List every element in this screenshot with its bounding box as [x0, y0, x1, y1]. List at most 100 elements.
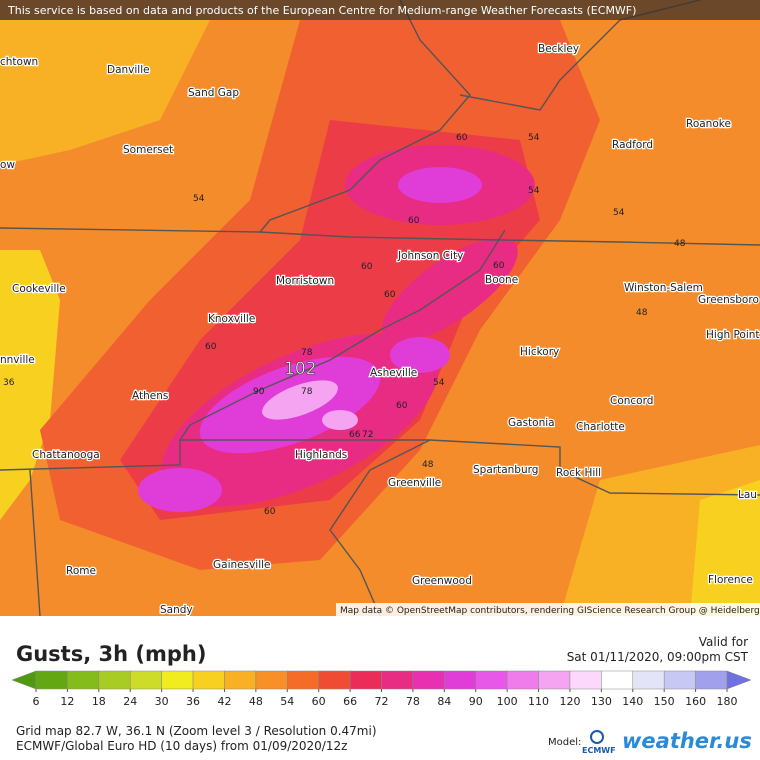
colorbar-segment	[129, 670, 162, 690]
contour-label: 90	[253, 387, 265, 397]
colorbar-tick-label: 30	[155, 695, 169, 708]
city-label: Spartanburg	[473, 464, 538, 476]
footer-line: Grid map 82.7 W, 36.1 N (Zoom level 3 / …	[16, 724, 377, 738]
colorbar-segment	[98, 670, 131, 690]
colorbar-tick-label: 24	[123, 695, 137, 708]
contour-label: 54	[528, 133, 540, 143]
city-label: ow	[0, 159, 15, 171]
contour-label: 54	[193, 194, 205, 204]
city-label: nnville	[0, 354, 35, 366]
colorbar-segment	[161, 670, 194, 690]
contour-label: 48	[636, 308, 648, 318]
valid-time: Sat 01/11/2020, 09:00pm CST	[567, 650, 749, 664]
colorbar-tick-label: 130	[591, 695, 612, 708]
city-label: Charlotte	[576, 421, 625, 433]
city-label: Boone	[485, 274, 518, 286]
contour-label: 48	[422, 460, 434, 470]
city-label: Beckley	[538, 43, 579, 55]
contour-label: 60	[264, 507, 276, 517]
city-label: Radford	[612, 139, 653, 151]
colorbar-tick-label: 78	[406, 695, 420, 708]
city-label: Gainesville	[213, 559, 271, 571]
colorbar-segment	[412, 670, 445, 690]
city-label: Asheville	[370, 367, 417, 379]
city-label: Athens	[132, 390, 168, 402]
city-label: High Point	[706, 329, 760, 341]
city-label: Concord	[610, 395, 653, 407]
colorbar-tick-label: 150	[654, 695, 675, 708]
model-label: Model:	[548, 737, 581, 748]
colorbar-tick-label: 100	[497, 695, 518, 708]
city-label: Morristown	[276, 275, 334, 287]
city-labels: chtown Danville Sand Gap Beckley Roanoke Radf…	[0, 42, 760, 618]
city-label: Rock Hill	[556, 467, 601, 479]
city-label: Winston-Salem	[624, 282, 703, 294]
contour-label: 54	[528, 186, 540, 196]
colorbar-tick-label: 160	[685, 695, 706, 708]
city-label: Greenville	[388, 477, 441, 489]
contour-label: 36	[3, 378, 15, 388]
contour-label: 60	[493, 261, 505, 271]
city-label: Greenwood	[412, 575, 472, 587]
colorbar-segment	[632, 670, 665, 690]
max-label: 102	[284, 359, 316, 379]
colorbar-segment	[663, 670, 696, 690]
colorbar-tick-label: 60	[312, 695, 326, 708]
colorbar-segment	[601, 670, 634, 690]
colorbar-segment	[538, 670, 571, 690]
colorbar-tick-label: 54	[280, 695, 294, 708]
colorbar-high	[726, 670, 752, 690]
colorbar-segment	[569, 670, 602, 690]
colorbar-segment	[695, 670, 728, 690]
colorbar-segment	[318, 670, 351, 690]
colorbar-segment	[35, 670, 68, 690]
contour-label: 60	[396, 401, 408, 411]
city-label: Hickory	[520, 346, 559, 358]
contour-labels: 60 54 54 54 54 60 48 60 60 60 48 60 78 36 90 78 54 60 66 72…	[3, 133, 686, 517]
city-label: Knoxville	[208, 313, 255, 325]
colorbar-tick-label: 18	[92, 695, 106, 708]
contour-label: 60	[456, 133, 468, 143]
map: This service is based on data and produc…	[0, 0, 760, 618]
colorbar-tick-label: 84	[437, 695, 451, 708]
city-label: Florence	[708, 574, 753, 586]
colorbar-segment	[67, 670, 100, 690]
colorbar-tick-label: 36	[186, 695, 200, 708]
colorbar-segment	[287, 670, 319, 690]
city-label: Sand Gap	[188, 87, 239, 99]
city-label: Sandy	[160, 604, 193, 616]
ecmwf-logo: ECMWF	[582, 746, 616, 755]
colorbar-low	[11, 670, 37, 690]
colorbar-segment	[349, 670, 382, 690]
colorbar-tick-label: 140	[622, 695, 643, 708]
colorbar-tick-label: 72	[375, 695, 389, 708]
city-label: Rome	[66, 565, 96, 577]
colorbar-tick-label: 110	[528, 695, 549, 708]
footer-line: ECMWF/Global Euro HD (10 days) from 01/0…	[16, 739, 347, 753]
city-label: chtown	[0, 56, 38, 68]
contour-label: 60	[384, 290, 396, 300]
city-label: Somerset	[123, 144, 173, 156]
colorbar-segment	[506, 670, 539, 690]
contour-label: 60	[205, 342, 217, 352]
contour-label: 54	[613, 208, 625, 218]
city-label: Chattanooga	[32, 449, 100, 461]
colorbar-tick-label: 90	[469, 695, 483, 708]
contour-label: 48	[674, 239, 686, 249]
colorbar-segment	[224, 670, 257, 690]
contour-label: 66	[349, 430, 361, 440]
contour-label: 60	[361, 262, 373, 272]
colorbar-segment	[475, 670, 508, 690]
city-label: Johnson City	[397, 250, 463, 262]
contour-label: 72	[362, 430, 373, 440]
colorbar-tick-label: 66	[343, 695, 357, 708]
attribution: Map data © OpenStreetMap contributors, r…	[340, 606, 760, 616]
city-label: Highlands	[295, 449, 347, 461]
colorbar-tick-label: 120	[559, 695, 580, 708]
city-label: Greensboro	[698, 294, 759, 306]
banner: This service is based on data and produc…	[7, 4, 636, 17]
colorbar: 6 12 18 24 30 36 42 48 54 60 66 72 78 84 90 100 110 120 13…	[11, 670, 752, 708]
brand-logo: weather.us	[622, 729, 752, 753]
colorbar-segment	[381, 670, 414, 690]
